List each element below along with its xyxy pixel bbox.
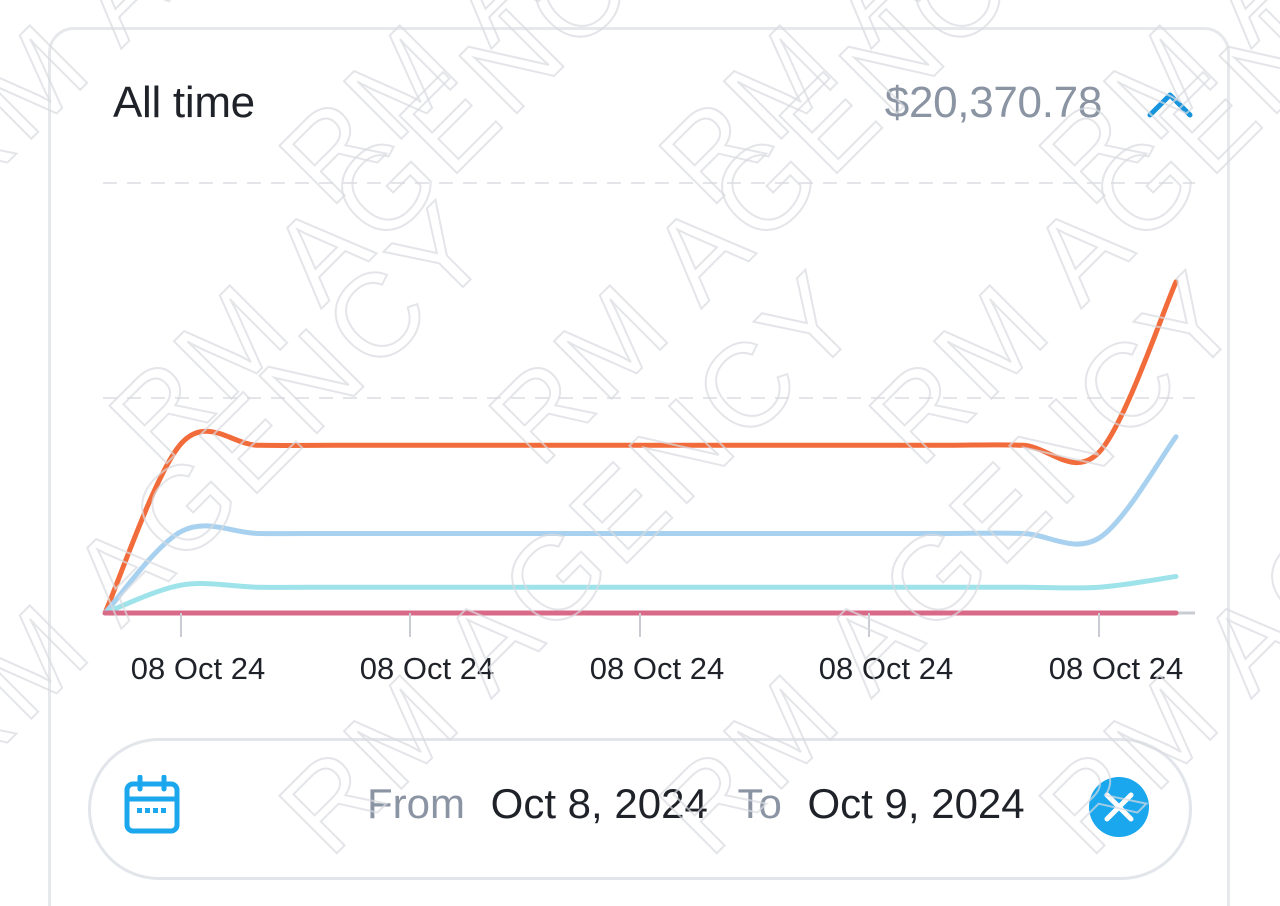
x-tick-label: 08 Oct 24 [131, 651, 265, 686]
chart-grid [103, 182, 1195, 615]
total-amount: $20,370.78 [884, 78, 1103, 127]
x-axis: 08 Oct 24 08 Oct 24 08 Oct 24 08 Oct 24 08 O… [131, 613, 1183, 686]
collapse-button[interactable] [1144, 84, 1196, 124]
card-title: All time [113, 78, 255, 127]
chart-series [102, 279, 1179, 616]
series-line-2 [102, 573, 1179, 616]
date-range-bar[interactable] [88, 738, 1192, 880]
chevron-up-icon [1147, 92, 1193, 118]
x-tick-label: 08 Oct 24 [819, 651, 953, 686]
from-date: Oct 8, 2024 [490, 780, 708, 827]
x-tick-label: 08 Oct 24 [360, 651, 494, 686]
date-range-text[interactable]: From Oct 8, 2024 To Oct 9, 2024 [367, 780, 1025, 828]
x-tick-label: 08 Oct 24 [1049, 651, 1183, 686]
series-line-1 [102, 434, 1179, 616]
from-label: From [367, 780, 465, 827]
x-tick-label: 08 Oct 24 [590, 651, 724, 686]
clear-range-button[interactable] [1089, 777, 1149, 837]
chart: 08 Oct 24 08 Oct 24 08 Oct 24 08 Oct 24 08 O… [102, 182, 1195, 686]
to-label: To [737, 780, 782, 827]
to-date: Oct 9, 2024 [807, 780, 1025, 827]
calendar-icon[interactable] [124, 774, 180, 835]
series-line-0 [102, 279, 1179, 616]
close-icon [1104, 792, 1134, 822]
